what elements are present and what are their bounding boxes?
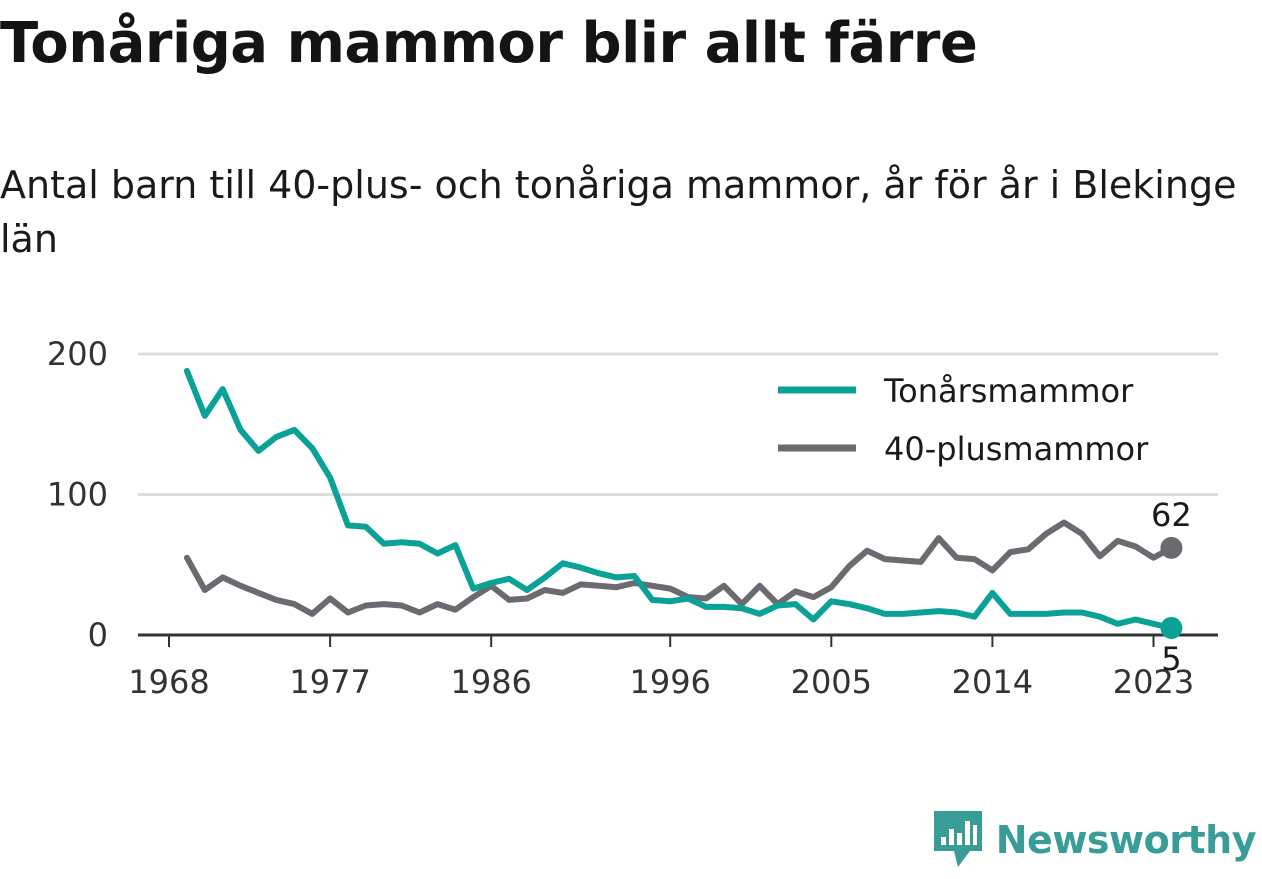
legend: Tonårsmammor 40-plusmammor bbox=[778, 372, 1149, 468]
x-tick-label: 1977 bbox=[289, 663, 370, 701]
x-tick-label: 2005 bbox=[791, 663, 872, 701]
end-label-40-plusmammor: 62 bbox=[1151, 496, 1192, 534]
series-line-40-plusmammor bbox=[183, 519, 1175, 617]
endpoint-marker-tonarsmammor bbox=[1160, 616, 1183, 639]
endpoint-marker-40-plusmammor bbox=[1160, 536, 1183, 559]
y-tick-label: 200 bbox=[47, 335, 108, 373]
x-tick-label: 2014 bbox=[952, 663, 1033, 701]
y-tick-label: 100 bbox=[47, 476, 108, 514]
chart-title: Tonåriga mammor blir allt färre bbox=[0, 11, 978, 76]
end-label-tonarsmammor: 5 bbox=[1161, 640, 1181, 678]
gridlines bbox=[138, 352, 1218, 496]
x-tick-label: 1996 bbox=[629, 663, 710, 701]
x-axis: 1968 1977 1986 1996 2005 2014 2023 bbox=[128, 633, 1218, 701]
y-tick-label: 0 bbox=[88, 616, 108, 654]
series-line-tonarsmammor bbox=[183, 367, 1175, 631]
x-tick-label: 1986 bbox=[450, 663, 531, 701]
legend-label-tonarsmammor: Tonårsmammor bbox=[883, 372, 1134, 410]
newsworthy-logo-icon bbox=[933, 811, 982, 867]
x-tick-label: 2023 bbox=[1113, 663, 1194, 701]
line-chart: 0 100 200 1968 1977 1986 1996 2005 2014 2023 62 5… bbox=[47, 335, 1218, 701]
x-tick-label: 1968 bbox=[128, 663, 209, 701]
newsworthy-brand: Newsworthy bbox=[933, 811, 1257, 869]
series-lines bbox=[183, 367, 1175, 631]
brand-name: Newsworthy bbox=[995, 818, 1257, 862]
series-endpoints: 62 5 bbox=[1151, 496, 1192, 678]
chart-subtitle: Antal barn till 40-plus- och tonåriga ma… bbox=[0, 163, 1237, 261]
y-axis: 0 100 200 bbox=[47, 335, 108, 654]
legend-label-40-plusmammor: 40-plusmammor bbox=[884, 430, 1149, 468]
